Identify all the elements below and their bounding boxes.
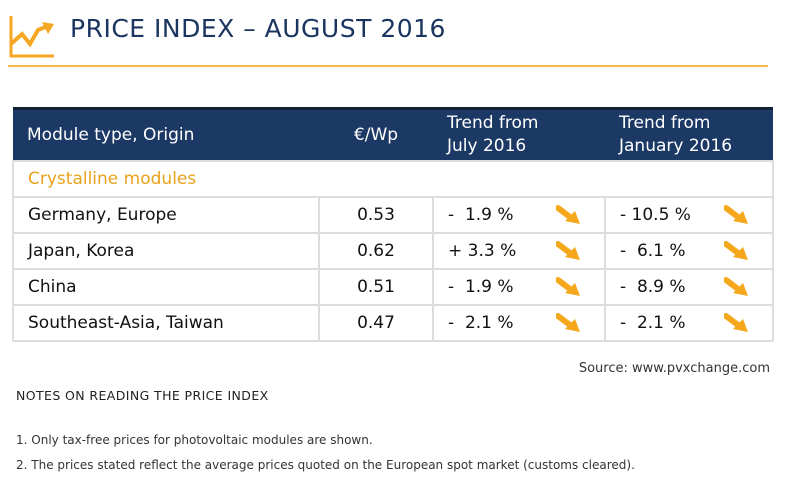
trend-january-cell: - 8.9 %	[604, 268, 774, 306]
table-row: Germany, Europe 0.53 - 1.9 % - 10.5 %	[12, 196, 774, 234]
price-cell: 0.62	[318, 232, 434, 270]
arrow-down-right-icon	[724, 241, 748, 260]
source-text: Source: www.pvxchange.com	[578, 361, 770, 376]
arrow-down-right-icon	[556, 241, 580, 260]
price-cell: 0.51	[318, 268, 434, 306]
price-index-table: Module type, Origin €/Wp Trend from July …	[12, 107, 774, 342]
trend-january-cell: - 6.1 %	[604, 232, 774, 270]
chart-trend-up-icon	[9, 16, 54, 58]
arrow-down-right-icon	[556, 205, 580, 224]
trend-july-cell: - 1.9 %	[432, 268, 606, 306]
table-header: Module type, Origin €/Wp Trend from July …	[13, 107, 773, 161]
arrow-down-right-icon	[556, 277, 580, 296]
trend-january-cell: - 10.5 %	[604, 196, 774, 234]
note-item: 2. The prices stated reflect the average…	[16, 458, 635, 472]
arrow-down-right-icon	[724, 205, 748, 224]
trend-july-cell: - 2.1 %	[432, 304, 606, 342]
header-origin: Module type, Origin	[13, 107, 319, 161]
origin-cell: Southeast-Asia, Taiwan	[12, 304, 320, 342]
origin-cell: China	[12, 268, 320, 306]
trend-july-cell: + 3.3 %	[432, 232, 606, 270]
header-price: €/Wp	[319, 107, 433, 161]
page-title: PRICE INDEX – AUGUST 2016	[70, 14, 446, 43]
notes-heading: NOTES ON READING THE PRICE INDEX	[16, 388, 269, 403]
origin-cell: Germany, Europe	[12, 196, 320, 234]
arrow-down-right-icon	[724, 313, 748, 332]
note-item: 1. Only tax-free prices for photovoltaic…	[16, 433, 373, 447]
price-cell: 0.47	[318, 304, 434, 342]
header-trend-july: Trend from July 2016	[433, 107, 605, 161]
arrow-down-right-icon	[724, 277, 748, 296]
origin-cell: Japan, Korea	[12, 232, 320, 270]
table-row: Japan, Korea 0.62 + 3.3 % - 6.1 %	[12, 232, 774, 270]
header-trend-january: Trend from January 2016	[605, 107, 773, 161]
category-row: Crystalline modules	[12, 160, 774, 198]
title-divider	[8, 65, 768, 67]
trend-january-cell: - 2.1 %	[604, 304, 774, 342]
table-row: China 0.51 - 1.9 % - 8.9 %	[12, 268, 774, 306]
price-cell: 0.53	[318, 196, 434, 234]
trend-july-cell: - 1.9 %	[432, 196, 606, 234]
table-row: Southeast-Asia, Taiwan 0.47 - 2.1 % - 2.…	[12, 304, 774, 342]
arrow-down-right-icon	[556, 313, 580, 332]
